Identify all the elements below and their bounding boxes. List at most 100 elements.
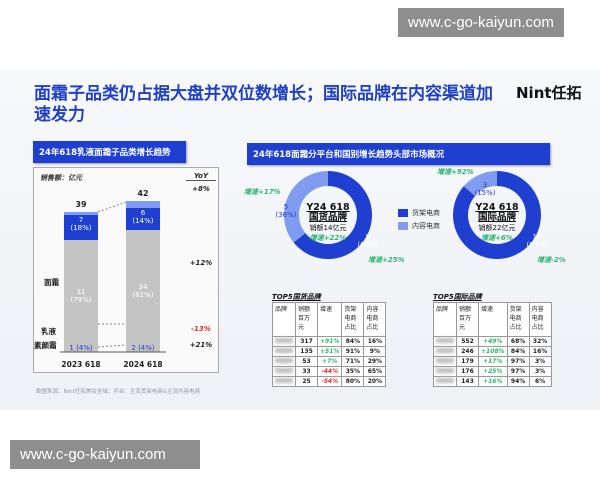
table-cell: 25 (295, 376, 318, 387)
category-label: 2023 618 (61, 360, 101, 369)
bar-value-label: 2 (4%) (131, 344, 155, 352)
watermark-bottom: www.c-go-kaiyun.com (10, 440, 200, 469)
bar-value-label: 6 (14%) (132, 209, 154, 225)
table-cell: 29% (363, 356, 387, 367)
yoy-total: +8% (192, 185, 210, 193)
bar-segment (126, 208, 160, 230)
table-header: 内容电商占比 (363, 302, 387, 337)
table-header: 品牌 (433, 302, 457, 337)
legend-item-shelf: 货架电商 (398, 208, 440, 218)
donut-slice (452, 171, 541, 259)
table-cell: +91% (316, 336, 343, 347)
table-cell: 35% (341, 366, 365, 377)
bar-total-label: 42 (137, 188, 149, 198)
brand-blurred (272, 376, 296, 387)
table-cell: +108% (478, 346, 508, 357)
table-cell: 6% (528, 376, 552, 387)
series-label-face-cream: 面霜 (44, 278, 59, 287)
table-cell: 20% (363, 376, 387, 387)
bar-total-label: 39 (75, 199, 87, 209)
data-source: 数据来源：Nint任拓美妆全域；平台：主流货架电商&主流内容电商 (36, 389, 201, 395)
slice-growth: 增速+17% (244, 188, 281, 196)
brand-blurred (272, 336, 296, 347)
table-cell: 84% (506, 346, 530, 357)
bar-segment (126, 200, 160, 208)
table-cell: 65% (363, 366, 387, 377)
yoy-tone-up-cream: +21% (189, 341, 213, 349)
brand-blurred (272, 356, 296, 367)
donut-slice (293, 171, 373, 259)
page-title: 面霜子品类仍占据大盘并双位数增长；国际品牌在内容渠道加速发力 (34, 84, 493, 125)
brand-table: 品牌 销额百万元 增速 货架电商占比 内容电商占比 552 +49% 68% 32% 246 +10… (433, 302, 552, 387)
table-cell: 143 (456, 376, 479, 387)
bar-segment (64, 215, 98, 241)
table-header: 销额百万元 (456, 302, 479, 337)
table-cell: +7% (316, 356, 343, 367)
table-cell: 32% (528, 336, 552, 347)
right-section-header: 24年618面霜分平台和国别增长趋势头部市场概况 (247, 143, 550, 165)
donut-slice-label: 3 (15%) (474, 181, 496, 197)
brand-blurred (433, 356, 457, 367)
donut-slice-label: 9 (64%) (357, 233, 379, 249)
table-row: 179 +17% 97% 3% (433, 356, 552, 367)
brand-blurred (433, 336, 457, 347)
table-header: 增速 (478, 302, 508, 337)
table-cell: 246 (456, 346, 479, 357)
table-cell: +25% (478, 366, 508, 377)
donut-center: Y24 618 国货品牌 销额14亿元 增速+22% (306, 202, 350, 243)
table-cell: 33 (295, 366, 318, 377)
table-header: 增速 (316, 302, 343, 337)
left-section-header: 24年618乳液面霜子品类增长趋势 (33, 141, 186, 163)
table-cell: 94% (506, 376, 530, 387)
brand-table: 品牌 销额百万元 增速 货架电商占比 内容电商占比 317 +91% 84% 16% 135 +51… (272, 302, 387, 387)
table-cell: 97% (506, 366, 530, 377)
table-header: 销额百万元 (295, 302, 318, 337)
table-row: 143 +16% 94% 6% (433, 376, 552, 387)
bar-segment (64, 240, 98, 352)
category-label: 2024 618 (123, 360, 163, 369)
bar-segment (64, 211, 98, 216)
table-cell: +49% (478, 336, 508, 347)
series-label-lotion: 乳液 (41, 327, 56, 336)
table-cell: 552 (456, 336, 479, 347)
table-cell: 317 (295, 336, 318, 347)
brand-blurred (433, 366, 457, 377)
table-title: TOP5国货品牌 (272, 293, 321, 301)
table-cell: 71% (341, 356, 365, 367)
table-row: 53 +7% 71% 29% (272, 356, 387, 367)
table-header: 货架电商占比 (341, 302, 365, 337)
bar-value-label: 7 (18%) (70, 216, 92, 233)
table-cell: -44% (316, 366, 343, 377)
table-header: 货架电商占比 (506, 302, 530, 337)
table-cell: -54% (316, 376, 343, 387)
table-cell: +51% (316, 346, 343, 357)
table-row: 33 -44% 35% 65% (272, 366, 387, 377)
table-cell: 80% (341, 376, 365, 387)
connector (97, 201, 127, 213)
brand-blurred (433, 376, 457, 387)
brand-blurred (272, 346, 296, 357)
slice-growth: 增速+25% (368, 256, 405, 264)
table-header: 品牌 (272, 302, 296, 337)
bar-value-label: 31 (79%) (70, 288, 92, 305)
table-cell: 3% (528, 366, 552, 377)
table-row: 317 +91% 84% 16% (272, 336, 387, 347)
table-cell: 176 (456, 366, 479, 377)
brand-blurred (272, 366, 296, 377)
table-cell: 9% (363, 346, 387, 357)
table-cell: 135 (295, 346, 318, 357)
slice-growth: 增速-2% (537, 256, 566, 264)
bar-value-label: 34 (81%) (132, 282, 154, 299)
table-cell: 53 (295, 356, 318, 367)
watermark-top: www.c-go-kaiyun.com (398, 8, 564, 37)
table-row: 135 +51% 91% 9% (272, 346, 387, 357)
connector (97, 344, 127, 348)
legend-item-content: 内容电商 (398, 221, 440, 231)
table-cell: 97% (506, 356, 530, 367)
bar-value-label: 1 (4%) (69, 344, 93, 352)
donut-slice (463, 171, 497, 197)
series-label-tone-up: 素颜霜 (34, 341, 57, 350)
yoy-lotion: -13% (191, 325, 211, 333)
